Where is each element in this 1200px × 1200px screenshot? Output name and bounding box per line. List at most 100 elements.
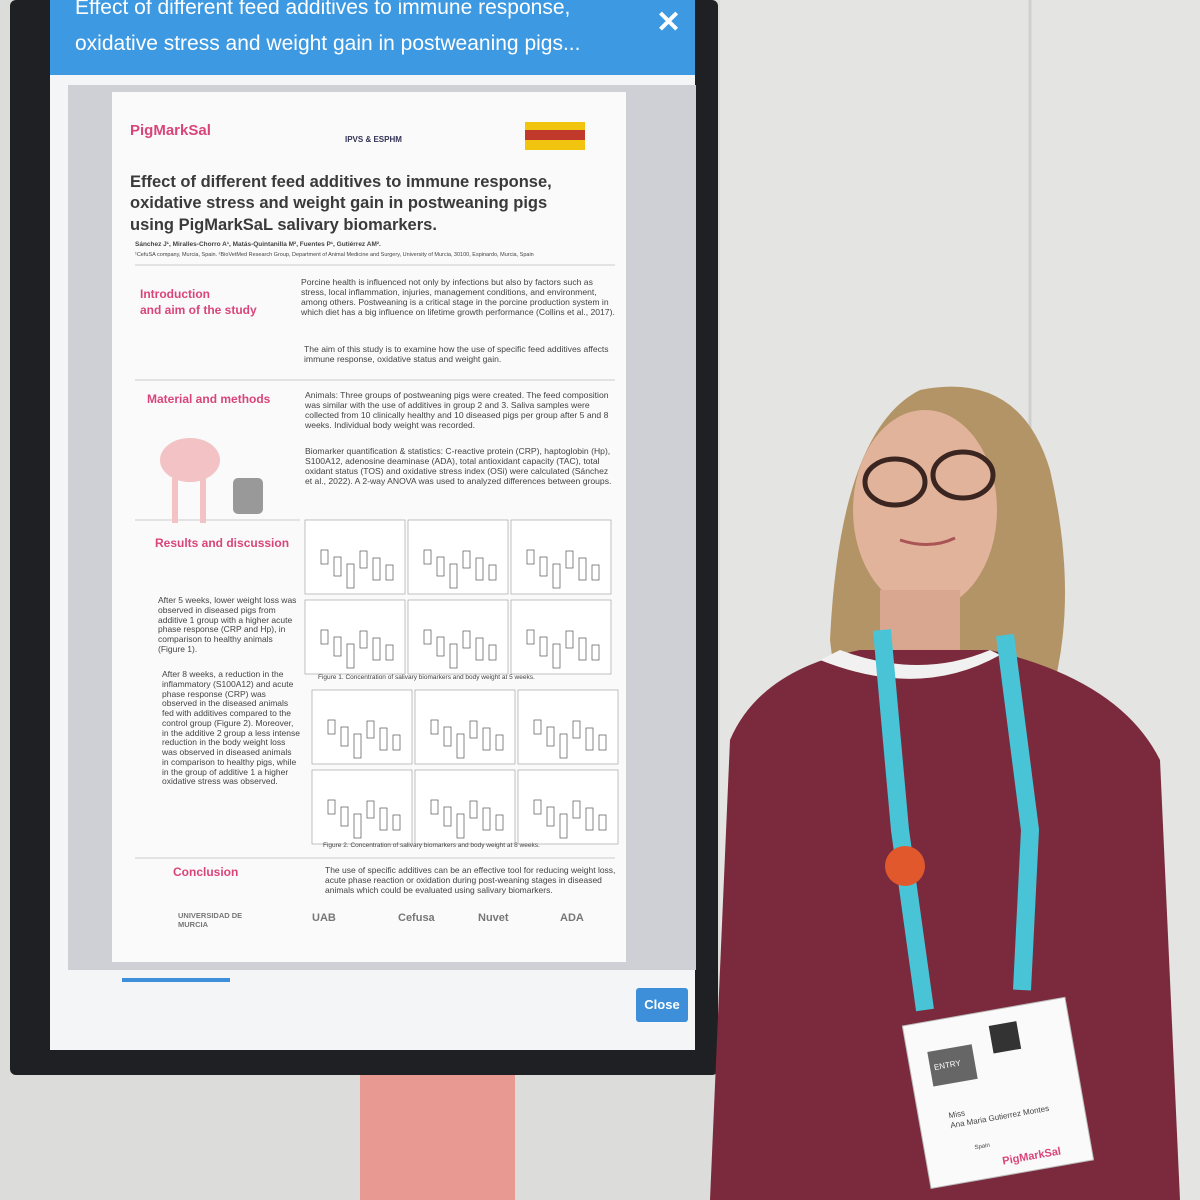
panel-shape [495,814,504,831]
badge-entry: ENTRY [933,1058,962,1073]
authors: Sánchez J¹, Miralles-Chorro A¹, Matás-Qu… [135,241,381,248]
affiliations: ¹CefuSA company, Murcia, Spain. ²BioVetM… [135,252,534,258]
panel-shape [340,806,349,827]
panel-shape [591,564,600,581]
panel-shape [578,637,587,661]
section-heading: Conclusion [173,865,239,879]
panel-shape [304,599,406,675]
close-icon[interactable]: ✕ [656,6,682,39]
stand [360,1065,515,1200]
panel-shape [414,689,516,765]
poster-title: Effect of different feed additives to im… [130,172,552,236]
panel-shape [565,550,574,569]
partner-logo: UNIVERSIDAD DE MURCIA [178,911,243,929]
panel-shape [591,644,600,661]
face [853,410,997,610]
panel-shape [346,563,355,589]
panel-shape [517,689,619,765]
lanyard [996,633,1040,991]
panel-shape [372,557,381,581]
figure-panels [304,519,619,845]
qr-code [988,1021,1022,1054]
panel-shape [366,720,375,739]
panel-shape [456,733,465,759]
panel-shape [385,644,394,661]
panel-shape [320,629,329,645]
neck [880,590,960,660]
panel-shape [462,630,471,649]
panel-shape [510,599,612,675]
panel-shape [533,799,542,815]
mouth [899,536,956,546]
panel-shape [320,549,329,565]
paragraph: After 5 weeks, lower weight loss was obs… [158,595,297,654]
paragraph: Porcine health is influenced not only by… [301,277,615,317]
screen-header [50,0,695,75]
panel-shape [366,800,375,819]
title-line: oxidative stress and weight gain in post… [130,194,548,213]
panel-shape [340,726,349,747]
panel-shape [304,519,406,595]
close-button[interactable]: Close [636,988,688,1022]
panel-shape [430,799,439,815]
panel-shape [482,807,491,831]
panel-shape [372,637,381,661]
panel-shape [449,563,458,589]
panel-shape [598,734,607,751]
panel-shape [572,720,581,739]
panel-shape [539,556,548,577]
panel-shape [379,807,388,831]
panel-shape [598,814,607,831]
badge-text: ENTRY Miss Ana Maria Gutierrez Montes Sp… [902,997,1093,1188]
glasses [862,456,928,508]
badge-country: Spain [974,1142,991,1152]
panel-shape [353,733,362,759]
partner-logo: UAB [312,912,336,924]
partner-logo: Nuvet [478,912,509,924]
panel-shape [585,807,594,831]
panel-shape [436,636,445,657]
paragraph: Animals: Three groups of postweaning pig… [305,390,609,430]
panel-shape [443,726,452,747]
panel-shape [423,629,432,645]
paragraph: After 8 weeks, a reduction in the inflam… [162,669,300,787]
panel-shape [469,720,478,739]
pig-leg [200,478,206,523]
paragraph: The aim of this study is to examine how … [304,344,609,364]
panel-shape [539,636,548,657]
panel-shape [475,557,484,581]
panel-shape [436,556,445,577]
partner-logo: ADA [560,912,584,924]
panel-shape [552,643,561,669]
funder-logo-band [525,130,585,140]
badge-card [901,996,1095,1190]
panel-shape [546,806,555,827]
panel-shape [510,519,612,595]
lanyard [873,629,934,1012]
figure-caption: Figure 2. Concentration of salivary biom… [323,842,540,849]
panel-shape [346,643,355,669]
section-heading: Introduction [140,287,210,301]
pig-illustration [160,438,220,482]
panel-shape [565,630,574,649]
panel-shape [456,813,465,839]
panel-shape [469,800,478,819]
section-heading: Results and discussion [155,536,290,550]
feed-icon [233,478,263,514]
panel-shape [572,800,581,819]
panel-shape [482,727,491,751]
panel-shape [552,563,561,589]
paragraph: The use of specific additives can be an … [325,865,616,895]
panel-shape [414,769,516,845]
panel-shape [353,813,362,839]
panel-shape [526,549,535,565]
figure-caption: Figure 1. Concentration of salivary biom… [318,674,535,681]
partner-logo: Cefusa [398,912,435,924]
pig-leg [172,478,178,523]
title-line: using PigMarkSaL salivary biomarkers. [130,215,437,234]
panel-shape [385,564,394,581]
panel-shape [559,733,568,759]
panel-shape [578,557,587,581]
panel-shape [359,550,368,569]
